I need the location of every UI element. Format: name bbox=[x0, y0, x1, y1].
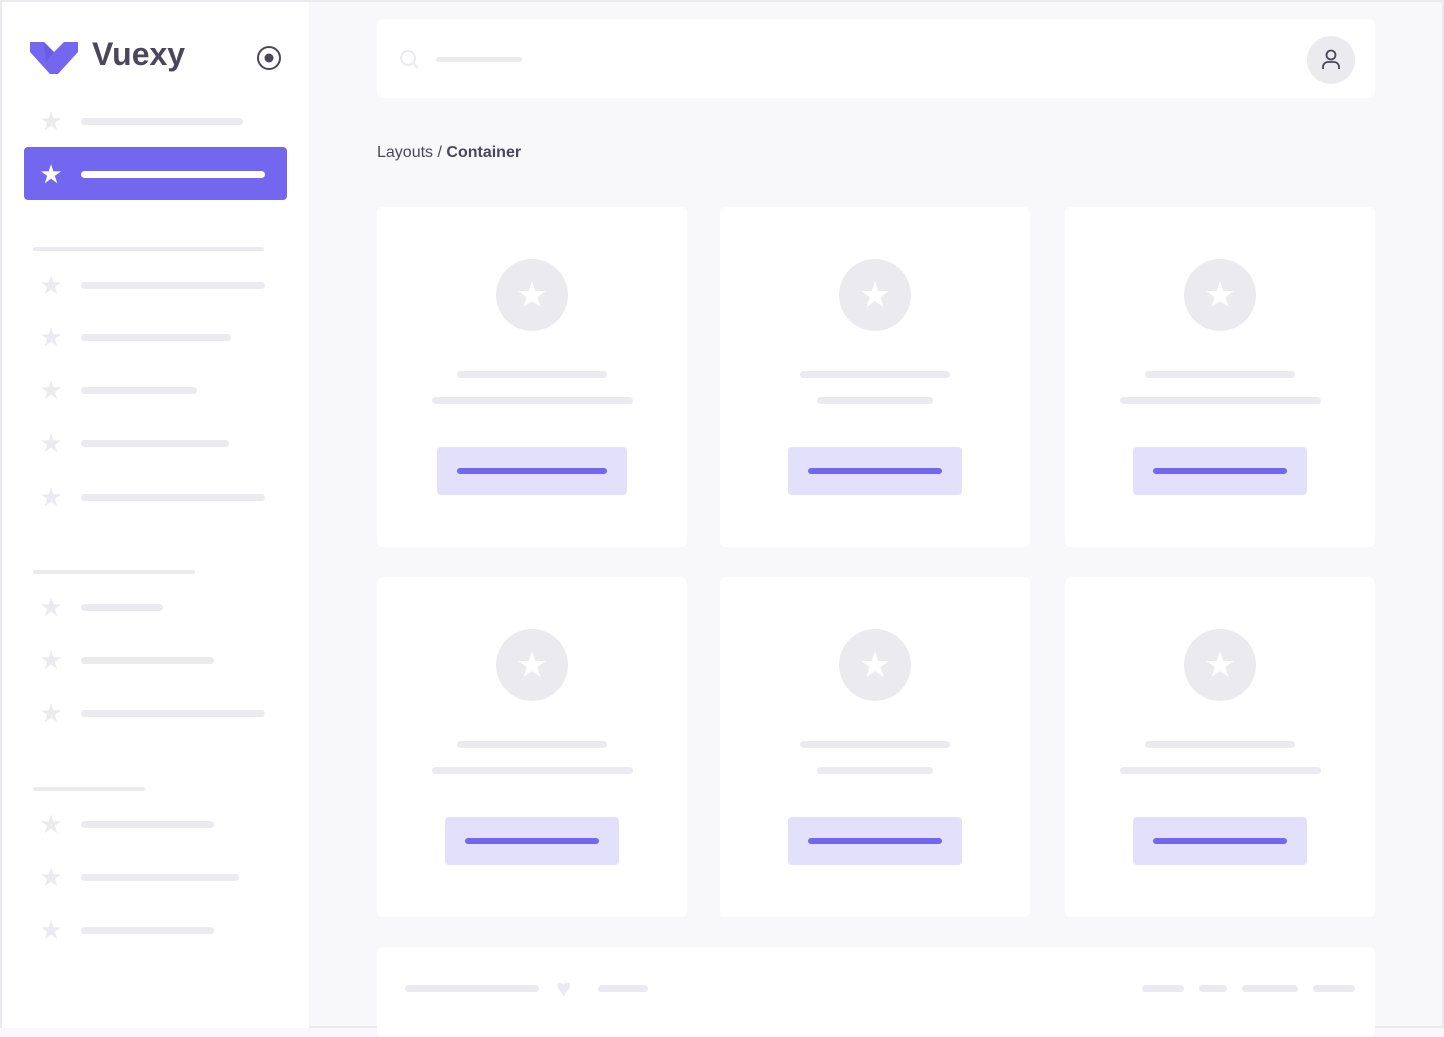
star-icon: ★ bbox=[39, 322, 63, 352]
star-icon: ★ bbox=[39, 592, 63, 622]
sidebar: Vuexy ★ ★ ★ ★ ★ ★ ★ ★ ★ ★ ★ ★ ★ bbox=[2, 2, 309, 1028]
card-title bbox=[457, 741, 607, 748]
card-button[interactable] bbox=[788, 817, 962, 865]
card-button-label bbox=[465, 838, 599, 844]
star-icon: ★ bbox=[39, 915, 63, 945]
star-icon: ★ bbox=[1184, 629, 1256, 701]
sidebar-item[interactable] bbox=[81, 118, 243, 125]
brand-name: Vuexy bbox=[92, 36, 186, 72]
sidebar-section-header bbox=[33, 247, 264, 251]
star-icon: ★ bbox=[496, 629, 568, 701]
star-icon: ★ bbox=[39, 106, 63, 136]
star-icon: ★ bbox=[39, 270, 63, 300]
card-button[interactable] bbox=[1133, 447, 1307, 495]
card-button-label bbox=[808, 468, 942, 474]
card-text bbox=[432, 397, 633, 404]
card-title bbox=[800, 371, 950, 378]
sidebar-item[interactable] bbox=[81, 657, 214, 664]
star-icon: ★ bbox=[39, 482, 63, 512]
breadcrumb-separator: / bbox=[437, 144, 442, 161]
card-text bbox=[817, 397, 933, 404]
card: ★ bbox=[1065, 577, 1375, 917]
heart-icon: ♥ bbox=[556, 973, 572, 1003]
search-icon[interactable] bbox=[399, 49, 421, 71]
navbar bbox=[377, 19, 1375, 98]
card-text bbox=[817, 767, 933, 774]
star-icon: ★ bbox=[39, 809, 63, 839]
star-icon: ★ bbox=[39, 645, 63, 675]
card-button[interactable] bbox=[788, 447, 962, 495]
footer-text bbox=[405, 985, 539, 992]
star-icon: ★ bbox=[39, 159, 63, 189]
card: ★ bbox=[377, 207, 687, 547]
card-title bbox=[1145, 371, 1295, 378]
card-button[interactable] bbox=[1133, 817, 1307, 865]
card-title bbox=[457, 371, 607, 378]
sidebar-item[interactable] bbox=[81, 387, 197, 394]
vuexy-logo-icon bbox=[30, 42, 78, 74]
sidebar-item[interactable] bbox=[81, 710, 265, 717]
card-title bbox=[1145, 741, 1295, 748]
footer-link[interactable] bbox=[1313, 985, 1355, 992]
card-title bbox=[800, 741, 950, 748]
sidebar-section-header bbox=[33, 787, 145, 791]
card: ★ bbox=[720, 207, 1030, 547]
sidebar-item[interactable] bbox=[81, 604, 163, 611]
card-button-label bbox=[1153, 838, 1287, 844]
search-input[interactable] bbox=[436, 57, 522, 62]
sidebar-item[interactable] bbox=[81, 494, 265, 501]
sidebar-item[interactable] bbox=[81, 334, 231, 341]
card-text bbox=[1120, 767, 1321, 774]
card-button[interactable] bbox=[445, 817, 619, 865]
card: ★ bbox=[377, 577, 687, 917]
card-button-label bbox=[457, 468, 607, 474]
card-button-label bbox=[1153, 468, 1287, 474]
card-text bbox=[432, 767, 633, 774]
radio-target-icon[interactable] bbox=[256, 45, 282, 71]
sidebar-item[interactable] bbox=[81, 821, 214, 828]
footer-link[interactable] bbox=[1199, 985, 1227, 992]
user-icon bbox=[1322, 49, 1340, 69]
star-icon: ★ bbox=[39, 698, 63, 728]
breadcrumb: Layouts / Container bbox=[377, 144, 521, 162]
card: ★ bbox=[720, 577, 1030, 917]
star-icon: ★ bbox=[39, 862, 63, 892]
sidebar-item[interactable] bbox=[81, 927, 214, 934]
footer-link[interactable] bbox=[1242, 985, 1298, 992]
sidebar-section-header bbox=[33, 570, 195, 574]
star-icon: ★ bbox=[839, 629, 911, 701]
star-icon: ★ bbox=[839, 259, 911, 331]
star-icon: ★ bbox=[496, 259, 568, 331]
breadcrumb-parent[interactable]: Layouts bbox=[377, 144, 434, 161]
card: ★ bbox=[1065, 207, 1375, 547]
sidebar-item[interactable] bbox=[81, 171, 265, 178]
card-button[interactable] bbox=[437, 447, 627, 495]
footer-text bbox=[598, 985, 648, 992]
star-icon: ★ bbox=[39, 375, 63, 405]
star-icon: ★ bbox=[39, 428, 63, 458]
star-icon: ★ bbox=[1184, 259, 1256, 331]
footer: ♥ bbox=[377, 947, 1375, 1037]
sidebar-item[interactable] bbox=[81, 874, 239, 881]
avatar[interactable] bbox=[1307, 36, 1355, 84]
sidebar-item[interactable] bbox=[81, 282, 265, 289]
card-button-label bbox=[808, 838, 942, 844]
card-text bbox=[1120, 397, 1321, 404]
sidebar-item[interactable] bbox=[81, 440, 229, 447]
footer-link[interactable] bbox=[1142, 985, 1184, 992]
breadcrumb-current: Container bbox=[446, 144, 522, 161]
